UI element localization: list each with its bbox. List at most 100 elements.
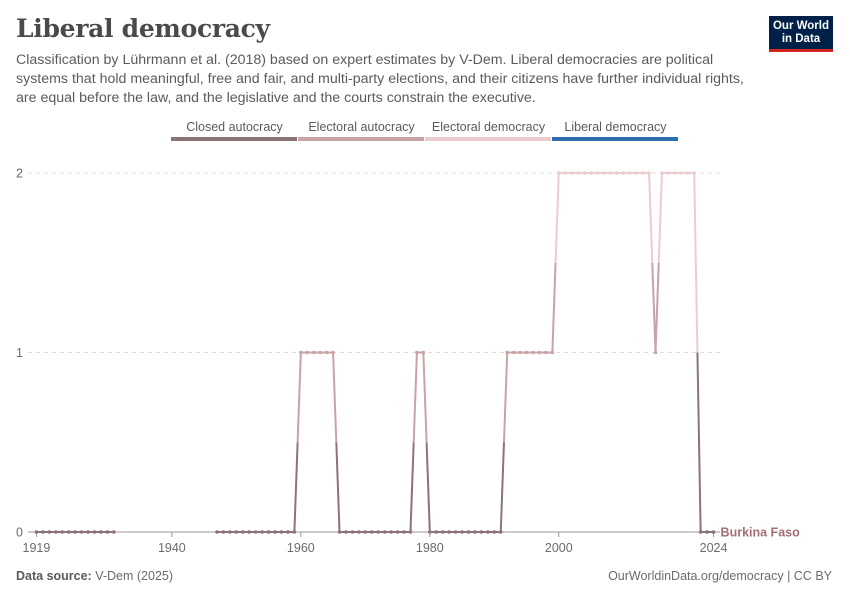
data-point xyxy=(479,530,484,534)
x-tick-label-1960: 1960 xyxy=(287,541,315,555)
data-point xyxy=(344,530,348,534)
data-point xyxy=(369,530,374,534)
data-point xyxy=(544,350,548,355)
data-point xyxy=(266,530,271,534)
series-line-segment xyxy=(648,172,654,263)
series-line-segment xyxy=(422,352,428,443)
data-point xyxy=(537,350,542,355)
data-point xyxy=(627,171,632,175)
data-point xyxy=(92,530,97,534)
series-line-segment xyxy=(293,442,299,533)
series-line-segment xyxy=(651,262,657,353)
logo-line-1: Our World xyxy=(772,20,829,32)
data-point xyxy=(292,530,297,534)
data-point xyxy=(615,171,619,175)
series-line-segment xyxy=(693,172,699,353)
data-point xyxy=(41,530,45,534)
series-line-segment xyxy=(499,442,505,533)
data-point xyxy=(492,530,497,534)
data-point xyxy=(253,530,258,534)
footer-url[interactable]: OurWorldinData.org/democracy | CC BY xyxy=(608,569,832,583)
data-point xyxy=(286,530,290,534)
data-point xyxy=(376,530,381,534)
data-source-label: Data source: xyxy=(16,569,92,583)
legend-label-2: Electoral democracy xyxy=(432,120,546,134)
legend-label-0: Closed autocracy xyxy=(186,120,283,134)
series-line-segment xyxy=(409,442,415,533)
data-point xyxy=(66,530,71,534)
y-tick-label-2: 2 xyxy=(16,167,23,181)
data-point xyxy=(576,171,580,175)
series-line-segment xyxy=(554,172,560,263)
logo-accent-bar xyxy=(769,49,833,52)
logo-line-2: in Data xyxy=(781,33,821,45)
data-point xyxy=(428,530,432,534)
data-point xyxy=(595,171,600,175)
data-point xyxy=(53,530,58,534)
data-point xyxy=(602,171,606,175)
series-line-segment xyxy=(657,172,663,263)
data-point xyxy=(440,530,445,534)
series-line-segment xyxy=(425,442,431,533)
data-point xyxy=(324,350,329,355)
data-point xyxy=(556,171,561,175)
data-point xyxy=(673,171,677,175)
line-chart: Closed autocracy Electoral autocracy Elect… xyxy=(16,120,801,555)
data-point xyxy=(453,530,458,534)
data-source-value[interactable]: V-Dem (2025) xyxy=(95,569,174,583)
data-point xyxy=(99,530,103,534)
series-label-0: Burkina Faso xyxy=(721,526,801,540)
data-point xyxy=(350,530,355,534)
data-point xyxy=(34,530,39,534)
legend-label-3: Liberal democracy xyxy=(564,120,667,134)
data-point xyxy=(79,530,84,534)
data-point xyxy=(621,171,626,175)
data-point xyxy=(692,171,697,175)
data-point xyxy=(318,350,322,355)
chart-title: Liberal democracy xyxy=(16,14,270,43)
data-source: Data source: V-Dem (2025) xyxy=(16,569,173,583)
data-point xyxy=(705,530,709,534)
data-point xyxy=(653,350,658,355)
x-tick-label-1980: 1980 xyxy=(416,541,444,555)
data-point xyxy=(337,530,342,534)
data-point xyxy=(518,350,522,355)
data-point xyxy=(247,530,252,534)
data-point xyxy=(408,530,413,534)
data-point xyxy=(421,350,426,355)
owid-logo[interactable]: Our World in Data xyxy=(769,16,833,52)
data-point xyxy=(460,530,464,534)
data-point xyxy=(582,171,587,175)
data-point xyxy=(234,530,239,534)
series-line-segment xyxy=(332,352,338,443)
series-line-segment xyxy=(296,352,302,443)
data-point xyxy=(228,530,232,534)
series-line-segment xyxy=(696,352,702,533)
data-point xyxy=(634,171,638,175)
data-point xyxy=(589,171,593,175)
series-line-segment xyxy=(551,262,557,353)
legend-label-1: Electoral autocracy xyxy=(308,120,415,134)
grid-lines xyxy=(28,172,720,533)
series-line-segment xyxy=(654,262,660,353)
data-point xyxy=(273,530,277,534)
data-point xyxy=(698,530,703,534)
data-point xyxy=(447,530,451,534)
legend-swatch-0 xyxy=(171,137,297,141)
series-line-segment xyxy=(335,442,341,533)
data-point xyxy=(647,171,651,175)
data-point xyxy=(389,530,393,534)
data-point xyxy=(569,171,574,175)
series-line-segment xyxy=(502,352,509,443)
series-points xyxy=(34,171,716,534)
data-point xyxy=(60,530,65,534)
data-point xyxy=(395,530,400,534)
legend-swatch-1 xyxy=(298,137,424,141)
legend: Closed autocracy Electoral autocracy Elect… xyxy=(171,120,678,141)
data-point xyxy=(640,171,645,175)
data-point xyxy=(473,530,477,534)
data-point xyxy=(550,350,555,355)
data-point xyxy=(531,350,535,355)
data-point xyxy=(666,171,671,175)
legend-swatch-3 xyxy=(552,137,678,141)
